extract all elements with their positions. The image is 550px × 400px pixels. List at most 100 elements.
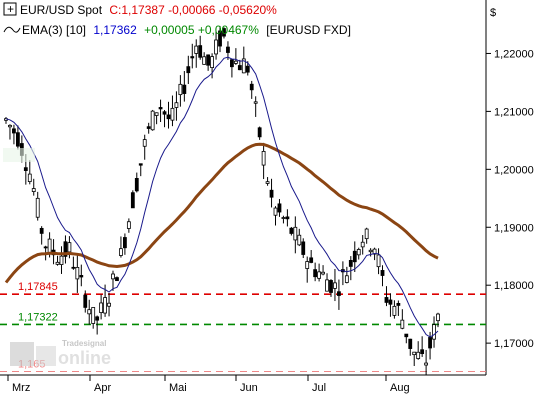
- candle-body: [71, 266, 76, 269]
- collapse-plus: +: [7, 2, 14, 16]
- candle-body: [388, 299, 393, 305]
- candle-body: [293, 226, 298, 241]
- candle-body: [297, 234, 302, 246]
- header-legend: + EUR/USD Spot C:1,17387 -0,00066 -0,056…: [3, 2, 351, 37]
- candle-body: [8, 124, 12, 128]
- watermark-tradesignal: Tradesignal: [62, 339, 106, 348]
- candle-body: [348, 260, 353, 267]
- candle-body: [368, 249, 373, 253]
- candle-body: [95, 316, 100, 321]
- candle-body: [59, 255, 64, 265]
- candle-body: [91, 307, 96, 324]
- x-tick-label: Jul: [312, 382, 326, 394]
- candle-body: [111, 273, 115, 280]
- header-values: C:1,17387 -0,00066 -0,05620%: [109, 3, 277, 17]
- y-tick-label: 1,21000: [494, 106, 534, 118]
- candle-body: [396, 302, 401, 306]
- y-axis-ticks: 1,17000 1,18000 1,19000 1,20000 1,21000 1,220…: [486, 48, 534, 350]
- candle-body: [360, 241, 365, 248]
- candle-body: [182, 84, 187, 94]
- candle-body: [55, 261, 60, 265]
- candle-body: [233, 60, 238, 64]
- y-tick-label: 1,19000: [494, 222, 534, 234]
- header-source: [EURUSD FXD]: [266, 23, 351, 37]
- x-tick-label: Mrz: [12, 382, 30, 394]
- x-axis-ticks: Mrz Apr Mai Jun Jul Aug: [7, 375, 410, 394]
- candle-body: [424, 362, 429, 366]
- watermark-box-2: [36, 346, 56, 366]
- candle-body: [35, 197, 40, 218]
- collapse-box-icon[interactable]: [3, 2, 17, 16]
- candle-body: [277, 203, 282, 213]
- candle-body: [154, 112, 159, 116]
- watermark-online: online: [58, 348, 111, 368]
- candle-body: [237, 65, 242, 71]
- header-value2: +0,00005 +0,00467%: [144, 23, 259, 37]
- candle-body: [126, 221, 131, 229]
- candle-body: [333, 282, 337, 289]
- candle-body: [269, 189, 274, 198]
- candle-body: [230, 59, 234, 68]
- candle-body: [190, 56, 195, 59]
- ema-long-line: [4, 142, 439, 284]
- candle-body: [420, 349, 425, 355]
- candle-body: [408, 338, 413, 349]
- candle-body: [392, 305, 397, 316]
- candle-body: [206, 54, 211, 66]
- candle-body: [130, 192, 135, 209]
- candle-body: [412, 351, 417, 356]
- candle-body: [83, 294, 88, 308]
- candle-body: [404, 333, 409, 338]
- level-label: 1,17322: [18, 311, 58, 323]
- candle-body: [194, 45, 199, 54]
- y-tick-label: 1,18000: [494, 280, 534, 292]
- candle-body: [384, 297, 389, 303]
- candle-body: [158, 107, 163, 110]
- candle-body: [289, 227, 294, 234]
- candle-body: [241, 58, 246, 74]
- candle-body: [67, 242, 72, 253]
- x-tick-label: Apr: [94, 382, 111, 394]
- candle-body: [174, 102, 179, 108]
- candle-body: [344, 275, 349, 283]
- header-indicator: EMA(3) [10]: [22, 23, 86, 37]
- candle-body: [436, 313, 440, 322]
- candle-body: [317, 271, 322, 279]
- candle-body: [352, 250, 357, 263]
- candle-body: [281, 217, 286, 219]
- candle-body: [273, 207, 278, 216]
- candle-body: [214, 39, 218, 55]
- candle-body: [170, 107, 175, 121]
- x-tick-label: Mai: [169, 382, 187, 394]
- candle-body: [198, 45, 203, 58]
- x-tick-label: Jun: [240, 382, 258, 394]
- candle-body: [305, 261, 310, 269]
- candle-body: [202, 56, 207, 65]
- candle-body: [261, 151, 266, 166]
- y-tick-label: 1,17000: [494, 338, 534, 350]
- candle-body: [162, 111, 167, 115]
- candle-body: [27, 173, 32, 182]
- candle-body: [356, 249, 361, 256]
- y-tick-label: 1,20000: [494, 164, 534, 176]
- candle-body: [249, 83, 254, 91]
- candle-body: [364, 228, 369, 240]
- candle-body: [166, 114, 171, 120]
- candle-body: [218, 30, 222, 47]
- candle-body: [107, 302, 111, 307]
- candle-body: [31, 188, 36, 192]
- candle-body: [226, 46, 230, 53]
- ema-short-line: [5, 56, 439, 338]
- candle-body: [428, 337, 432, 349]
- header-line1: EUR/USD Spot C:1,17387 -0,00066 -0,05620…: [20, 3, 277, 17]
- candle-body: [43, 246, 48, 249]
- candle-body: [416, 351, 421, 359]
- candle-body: [142, 139, 147, 147]
- candle-body: [372, 248, 377, 255]
- candle-body: [329, 280, 333, 293]
- candle-body: [12, 128, 16, 134]
- candle-body: [257, 127, 262, 138]
- candle-body: [301, 241, 306, 255]
- header-value1: 1,17362: [93, 23, 137, 37]
